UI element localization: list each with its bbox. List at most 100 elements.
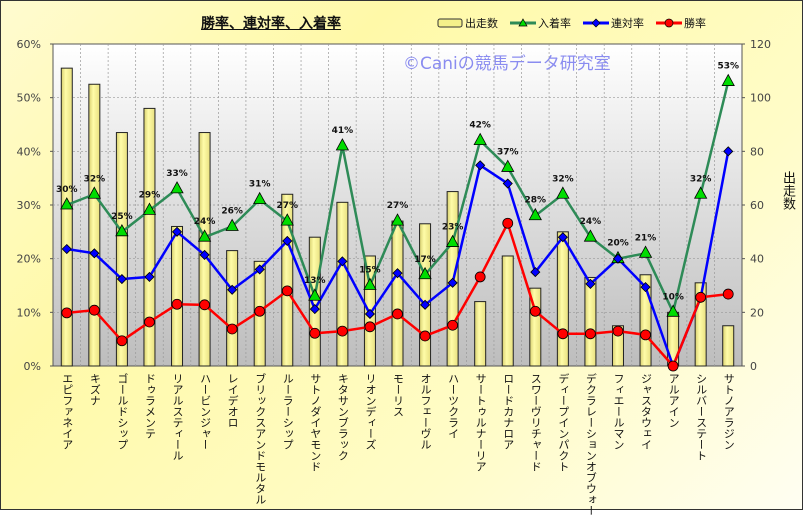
point-win — [336, 325, 348, 337]
point-quinella — [116, 273, 127, 285]
point-quinella — [530, 267, 541, 278]
point-win — [199, 299, 210, 311]
data-label: 25% — [111, 212, 133, 222]
point-quinella — [723, 146, 734, 157]
legend: 出走数 入着率 連対率 勝率 — [437, 15, 706, 31]
right-tick-label: 60 — [750, 199, 764, 212]
legend-label: 出走数 — [465, 17, 498, 30]
point-win — [474, 271, 486, 283]
point-place — [583, 229, 598, 242]
point-quinella — [282, 235, 293, 247]
point-win — [226, 323, 238, 335]
x-tick-label: キズナ — [88, 373, 102, 406]
triangle-line-icon — [510, 18, 536, 27]
data-label: 33% — [166, 169, 188, 179]
left-tick-label: 0% — [24, 360, 41, 373]
data-label: 32% — [84, 174, 106, 184]
point-win — [392, 308, 403, 320]
x-tick-label: オルフェーヴル — [419, 373, 433, 450]
right-tick-label: 80 — [750, 145, 764, 158]
point-place — [721, 73, 735, 86]
point-win — [667, 360, 679, 372]
point-quinella — [364, 308, 376, 320]
bar-runs — [60, 67, 73, 367]
point-quinella — [337, 256, 348, 267]
data-label: 15% — [359, 266, 381, 276]
data-label: 29% — [139, 190, 161, 200]
data-label: 10% — [662, 292, 684, 302]
bar-runs — [722, 325, 735, 367]
left-tick-label: 40% — [17, 145, 41, 158]
data-label: 28% — [525, 196, 547, 206]
right-tick-label: 120 — [750, 38, 771, 51]
x-tick-label: ジャスタウェイ — [639, 373, 653, 450]
point-win — [529, 305, 541, 317]
right-tick-label: 40 — [750, 253, 764, 266]
point-win — [61, 307, 73, 319]
bar-runs — [171, 225, 184, 367]
data-label: 41% — [332, 126, 354, 136]
bar-runs — [88, 83, 101, 367]
point-place — [418, 266, 432, 280]
point-win — [585, 328, 596, 340]
point-place — [60, 197, 74, 210]
x-tick-label: リアルスティール — [171, 373, 185, 461]
data-label: 37% — [497, 147, 519, 157]
x-tick-label: フィエールマン — [611, 373, 625, 450]
point-quinella — [392, 268, 403, 279]
right-tick-label: 20 — [750, 306, 764, 319]
data-label: 24% — [194, 217, 216, 227]
point-win — [447, 319, 459, 331]
x-tick-label: モーリス — [391, 373, 405, 417]
left-tick-label: 20% — [17, 253, 41, 266]
point-win — [419, 330, 431, 342]
data-label: 24% — [580, 217, 602, 227]
point-quinella — [557, 232, 568, 243]
x-tick-label: ハーツクライ — [446, 373, 460, 439]
point-place — [115, 223, 129, 237]
bar-runs — [336, 201, 349, 367]
circle-line-icon — [656, 18, 682, 28]
point-place — [473, 132, 487, 146]
point-place — [390, 213, 405, 226]
x-tick-label: キタサンブラック — [336, 373, 350, 461]
diamond-line-icon — [583, 18, 609, 28]
point-quinella — [199, 249, 210, 260]
x-tick-label: リオンディーズ — [363, 373, 377, 450]
bar-swatch-icon — [437, 18, 463, 28]
bar-runs — [556, 231, 569, 367]
data-label: 17% — [414, 255, 436, 265]
x-tick-label: サトノダイヤモンド — [308, 373, 322, 472]
data-label: 32% — [690, 174, 712, 184]
point-place — [501, 159, 515, 172]
point-quinella — [144, 271, 155, 282]
point-place — [638, 245, 653, 258]
point-win — [557, 328, 569, 340]
point-place — [445, 234, 460, 247]
legend-label: 連対率 — [611, 17, 644, 30]
point-win — [640, 329, 651, 341]
x-tick-label: ハービンジャー — [198, 373, 212, 450]
bar-runs — [694, 282, 707, 367]
x-tick-label: ルーラーシップ — [281, 373, 295, 450]
point-place — [197, 229, 212, 242]
bar-runs — [143, 107, 156, 367]
point-quinella — [447, 277, 458, 288]
point-win — [364, 321, 376, 333]
data-label: 27% — [387, 201, 409, 211]
point-win — [88, 304, 100, 316]
bar-runs — [501, 255, 514, 367]
point-place — [253, 191, 267, 205]
legend-item-runs: 出走数 — [437, 15, 498, 31]
point-place — [142, 202, 157, 215]
x-tick-label: ブリックスアンドモルタル — [253, 373, 267, 505]
data-label: 26% — [221, 206, 243, 216]
point-place — [556, 186, 570, 199]
x-tick-label: サートゥルナーリア — [474, 373, 488, 472]
point-place — [363, 277, 377, 290]
point-win — [171, 298, 183, 310]
bar-runs — [281, 193, 294, 367]
left-tick-label: 10% — [17, 306, 41, 319]
legend-label: 勝率 — [684, 17, 706, 30]
